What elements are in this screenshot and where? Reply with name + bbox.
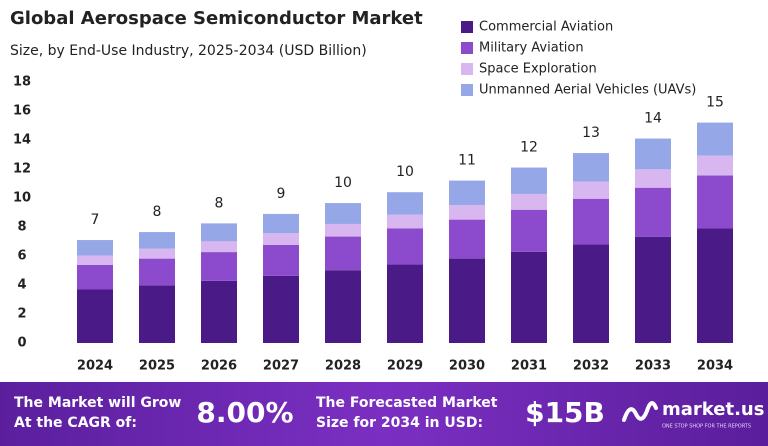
bar-segment [573, 181, 609, 199]
legend-swatch [461, 21, 473, 33]
x-tick-label: 2024 [77, 359, 113, 374]
bar-segment [139, 248, 175, 259]
cagr-text: The Market will Grow [14, 395, 181, 411]
y-tick-label: 18 [13, 75, 31, 90]
forecast-text: The Forecasted Market [316, 395, 498, 411]
bar-segment [449, 258, 485, 343]
legend-label: Unmanned Aerial Vehicles (UAVs) [479, 83, 696, 98]
legend-label: Space Exploration [479, 62, 597, 77]
forecast-value: $15B [525, 396, 605, 429]
bar-segment [139, 232, 175, 249]
bar-segment [387, 228, 423, 265]
brand-logo [622, 401, 658, 422]
y-tick-label: 12 [13, 162, 31, 177]
bar-segment [635, 169, 671, 188]
bar-segment [77, 240, 113, 256]
legend-label: Military Aviation [479, 41, 584, 56]
legend: Commercial Aviation Military Aviation Spac… [461, 20, 696, 98]
forecast-text: Size for 2034 in USD: [316, 415, 483, 431]
bar-segment [201, 223, 237, 242]
bar-segment [635, 138, 671, 170]
x-tick-label: 2026 [201, 359, 237, 374]
chart-subtitle: Size, by End-Use Industry, 2025-2034 (US… [10, 43, 367, 59]
total-label: 8 [153, 204, 162, 220]
y-tick-label: 4 [17, 278, 26, 293]
y-tick-label: 6 [17, 249, 26, 264]
x-tick-label: 2025 [139, 359, 175, 374]
bar-segment [573, 244, 609, 343]
total-label: 14 [644, 111, 662, 127]
x-tick-label: 2029 [387, 359, 423, 374]
y-tick-label: 8 [17, 220, 26, 235]
y-tick-label: 2 [17, 307, 26, 322]
bar-segment [325, 203, 361, 224]
legend-label: Commercial Aviation [479, 20, 613, 35]
x-tick-label: 2034 [697, 359, 733, 374]
bar-segment [635, 187, 671, 237]
cagr-value: 8.00% [196, 396, 293, 429]
bar-segment [449, 204, 485, 220]
cagr-text: At the CAGR of: [14, 415, 137, 431]
bar-segment [697, 155, 733, 176]
bar-segment [263, 275, 299, 343]
y-tick-label: 14 [13, 133, 31, 148]
bar-segment [511, 193, 547, 210]
bar-segment [697, 228, 733, 343]
bar-segment [139, 285, 175, 343]
total-label: 11 [458, 153, 476, 169]
total-label: 8 [215, 195, 224, 211]
bar-segment [201, 252, 237, 281]
bar-segment [697, 122, 733, 156]
bar-segment [387, 264, 423, 343]
bar-segment [449, 219, 485, 259]
footer-band [0, 382, 768, 446]
bar-segment [511, 209, 547, 252]
bar-segment [263, 213, 299, 234]
bar-segment [449, 180, 485, 205]
x-tick-label: 2030 [449, 359, 485, 374]
x-tick-label: 2032 [573, 359, 609, 374]
total-label: 15 [706, 95, 724, 111]
legend-swatch [461, 84, 473, 96]
bar-segment [325, 270, 361, 343]
y-tick-label: 10 [13, 191, 31, 206]
total-label: 10 [334, 175, 352, 191]
y-tick-label: 16 [13, 104, 31, 119]
bar-segment [573, 153, 609, 182]
bar-segment [511, 251, 547, 343]
bar-segment [511, 167, 547, 194]
bar-segment [139, 258, 175, 286]
bar-segment [77, 264, 113, 290]
brand-tagline: ONE STOP SHOP FOR THE REPORTS [662, 424, 751, 430]
chart-title: Global Aerospace Semiconductor Market [10, 8, 423, 29]
x-tick-label: 2027 [263, 359, 299, 374]
bar-segment [201, 280, 237, 343]
bar-segment [77, 289, 113, 343]
bar-segment [325, 223, 361, 237]
bar-segment [387, 214, 423, 229]
total-label: 7 [91, 212, 100, 228]
legend-swatch [461, 63, 473, 75]
total-label: 10 [396, 164, 414, 180]
bar-segment [263, 244, 299, 276]
y-tick-label: 0 [17, 336, 26, 351]
x-tick-label: 2031 [511, 359, 547, 374]
bar-segment [263, 233, 299, 245]
brand-name: market.us [662, 399, 764, 420]
bar-segment [635, 236, 671, 343]
total-label: 13 [582, 125, 600, 141]
bar-segment [387, 192, 423, 215]
x-tick-label: 2028 [325, 359, 361, 374]
bar-segment [697, 175, 733, 229]
bar-segment [573, 198, 609, 245]
legend-swatch [461, 42, 473, 54]
bar-segment [201, 241, 237, 253]
total-label: 12 [520, 140, 538, 156]
bar-segment [325, 236, 361, 271]
bar-segment [77, 255, 113, 265]
x-tick-label: 2033 [635, 359, 671, 374]
total-label: 9 [277, 186, 286, 202]
